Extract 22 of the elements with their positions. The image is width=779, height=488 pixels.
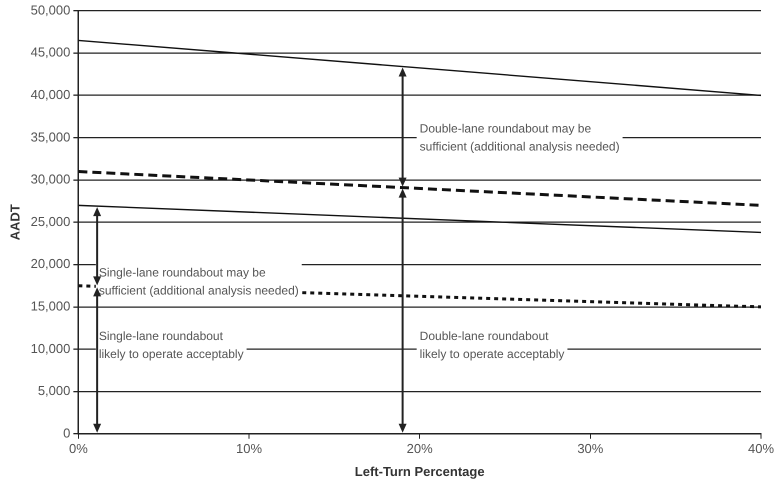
- annotation: Double-lane roundabout likely to operate acceptably: [420, 328, 564, 361]
- y-tick-label: 25,000: [30, 214, 70, 229]
- y-tick-label: 0: [63, 425, 70, 440]
- y-tick-label: 10,000: [30, 340, 70, 356]
- x-tick-label: 40%: [748, 441, 774, 456]
- x-tick-label: 20%: [406, 441, 434, 456]
- annotation: Single-lane roundabout may be sufficient (additional analysis needed): [98, 265, 299, 298]
- x-tick-label: 30%: [577, 441, 604, 456]
- y-axis-title: AADT: [7, 204, 22, 240]
- annotation: Single-lane roundabout likely to operate acceptably: [98, 328, 244, 361]
- annotation: Double-lane roundabout may be sufficient (additional analysis needed): [420, 122, 620, 154]
- x-axis-title: Left-Turn Percentage: [354, 464, 485, 479]
- y-tick-label: 5,000: [38, 383, 70, 398]
- y-tick-label: 45,000: [30, 44, 70, 60]
- x-tick-label: 0%: [68, 441, 88, 456]
- y-tick-label: 20,000: [30, 256, 70, 272]
- y-tick-label: 15,000: [30, 298, 70, 314]
- y-tick-label: 50,000: [30, 2, 70, 18]
- y-tick-label: 30,000: [30, 172, 70, 187]
- x-tick-label: 10%: [236, 441, 262, 456]
- y-tick-label: 35,000: [30, 129, 70, 144]
- y-tick-label: 40,000: [30, 86, 70, 102]
